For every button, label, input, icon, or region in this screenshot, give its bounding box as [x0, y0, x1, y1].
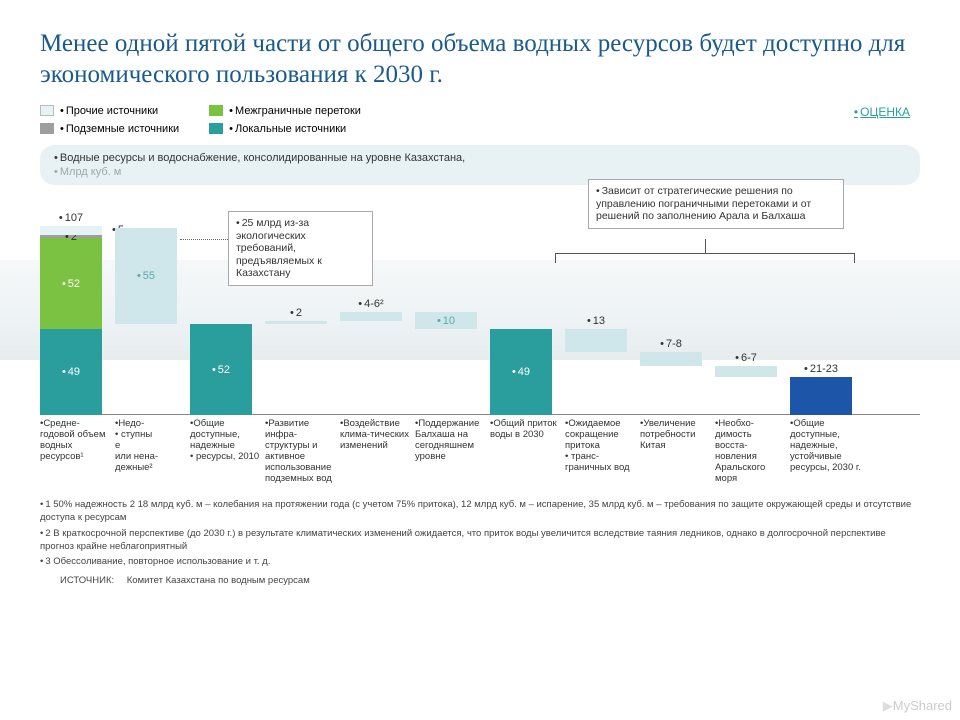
chart-segment: [640, 352, 702, 366]
column-top-value: 7-8: [660, 338, 682, 350]
swatch-local: [209, 123, 223, 134]
watermark: ▶MyShared: [883, 698, 952, 714]
segment-value: 55: [137, 270, 155, 282]
footnote-2: 2 В краткосрочной перспективе (до 2030 г…: [40, 528, 920, 554]
chart-segment: 49: [40, 329, 102, 415]
estimate-badge: ОЦЕНКА: [854, 105, 910, 119]
x-label: •Средне-годовой объем водных ресурсов¹: [40, 419, 110, 463]
x-axis-labels: •Средне-годовой объем водных ресурсов¹•Н…: [40, 415, 920, 491]
chart-segment: [265, 321, 327, 325]
chart-segment: 49: [490, 329, 552, 415]
column-top-value: 4-6²: [358, 298, 383, 310]
x-label: •Воздействие клима-тических изменений: [340, 419, 410, 452]
chart-segment: [715, 366, 777, 377]
source-line: ИСТОЧНИК: Комитет Казахстана по водным р…: [40, 575, 920, 588]
x-label: •Увеличение потребности Китая: [640, 419, 710, 452]
x-label: •Поддержание Балхаша на сегодняшнем уров…: [415, 419, 487, 463]
footnote-3: 3 Обессоливание, повторное использование…: [40, 556, 920, 569]
legend-item-cross: Межграничные перетоки: [209, 105, 361, 117]
chart-segment: 5: [40, 226, 102, 235]
segment-value: 10: [437, 315, 455, 327]
legend-label: Прочие источники: [60, 105, 158, 117]
swatch-under: [40, 123, 54, 134]
segment-value: 49: [62, 366, 80, 378]
chart-segment: [790, 377, 852, 416]
legend-label: Локальные источники: [229, 123, 346, 135]
slide: Менее одной пятой части от общего объема…: [0, 0, 960, 611]
segment-value: 52: [62, 278, 80, 290]
chart-segment: 52: [40, 238, 102, 329]
footnotes: 1 50% надежность 2 18 млрд куб. м – коле…: [40, 499, 920, 588]
column-top-value: 2: [290, 307, 302, 319]
footnote-1: 1 50% надежность 2 18 млрд куб. м – коле…: [40, 499, 920, 525]
legend-item-local: Локальные источники: [209, 123, 361, 135]
column-top-value: 107: [59, 212, 83, 224]
x-label: •Необхо-димость восста-новления Аральско…: [715, 419, 785, 485]
swatch-cross: [209, 105, 223, 116]
chart-segment: 52: [190, 324, 252, 415]
x-label: •Развитие инфра-структуры и активное исп…: [265, 419, 337, 485]
column-top-value: 6-7: [735, 352, 757, 364]
chart-segment: [565, 329, 627, 352]
column-top-value: 13: [587, 315, 605, 327]
segment-value: 52: [212, 364, 230, 376]
chart-segment: [340, 312, 402, 321]
legend: Прочие источники Подземные источники Меж…: [40, 105, 920, 135]
slide-title: Менее одной пятой части от общего объема…: [40, 28, 920, 91]
waterfall-chart: 495225107555224-6²1049137-86-721-23 •Сре…: [40, 191, 920, 491]
legend-item-under: Подземные источники: [40, 123, 179, 135]
callout-strategic: Зависит от стратегические решения по упр…: [588, 179, 844, 229]
swatch-other: [40, 105, 54, 116]
legend-label: Подземные источники: [60, 123, 179, 135]
subtitle-line2: Млрд куб. м: [54, 165, 906, 179]
x-label: •Общие доступные, надежные, устойчивые р…: [790, 419, 862, 474]
x-label: •Общие доступные, надежные• ресурсы, 201…: [190, 419, 260, 463]
segment-value: 49: [512, 366, 530, 378]
x-label: •Ожидаемое сокращение притока• транс-гра…: [565, 419, 635, 474]
legend-item-other: Прочие источники: [40, 105, 179, 117]
subtitle-line1: Водные ресурсы и водоснабжение, консолид…: [54, 151, 906, 165]
callout-eco-requirements: 25 млрд из-за экологических требований, …: [228, 211, 373, 286]
chart-segment: 10: [415, 312, 477, 330]
chart-segment: 2: [40, 235, 102, 239]
connector-line: [180, 239, 228, 240]
bracket-stem: [705, 239, 706, 253]
legend-label: Межграничные перетоки: [229, 105, 361, 117]
x-label: •Общий приток воды в 2030: [490, 419, 560, 441]
column-top-value: 21-23: [804, 363, 838, 375]
x-label: •Недо-• ступныеили нена-дежные²: [115, 419, 185, 474]
chart-segment: 55: [115, 228, 177, 324]
bracket: [555, 253, 855, 263]
